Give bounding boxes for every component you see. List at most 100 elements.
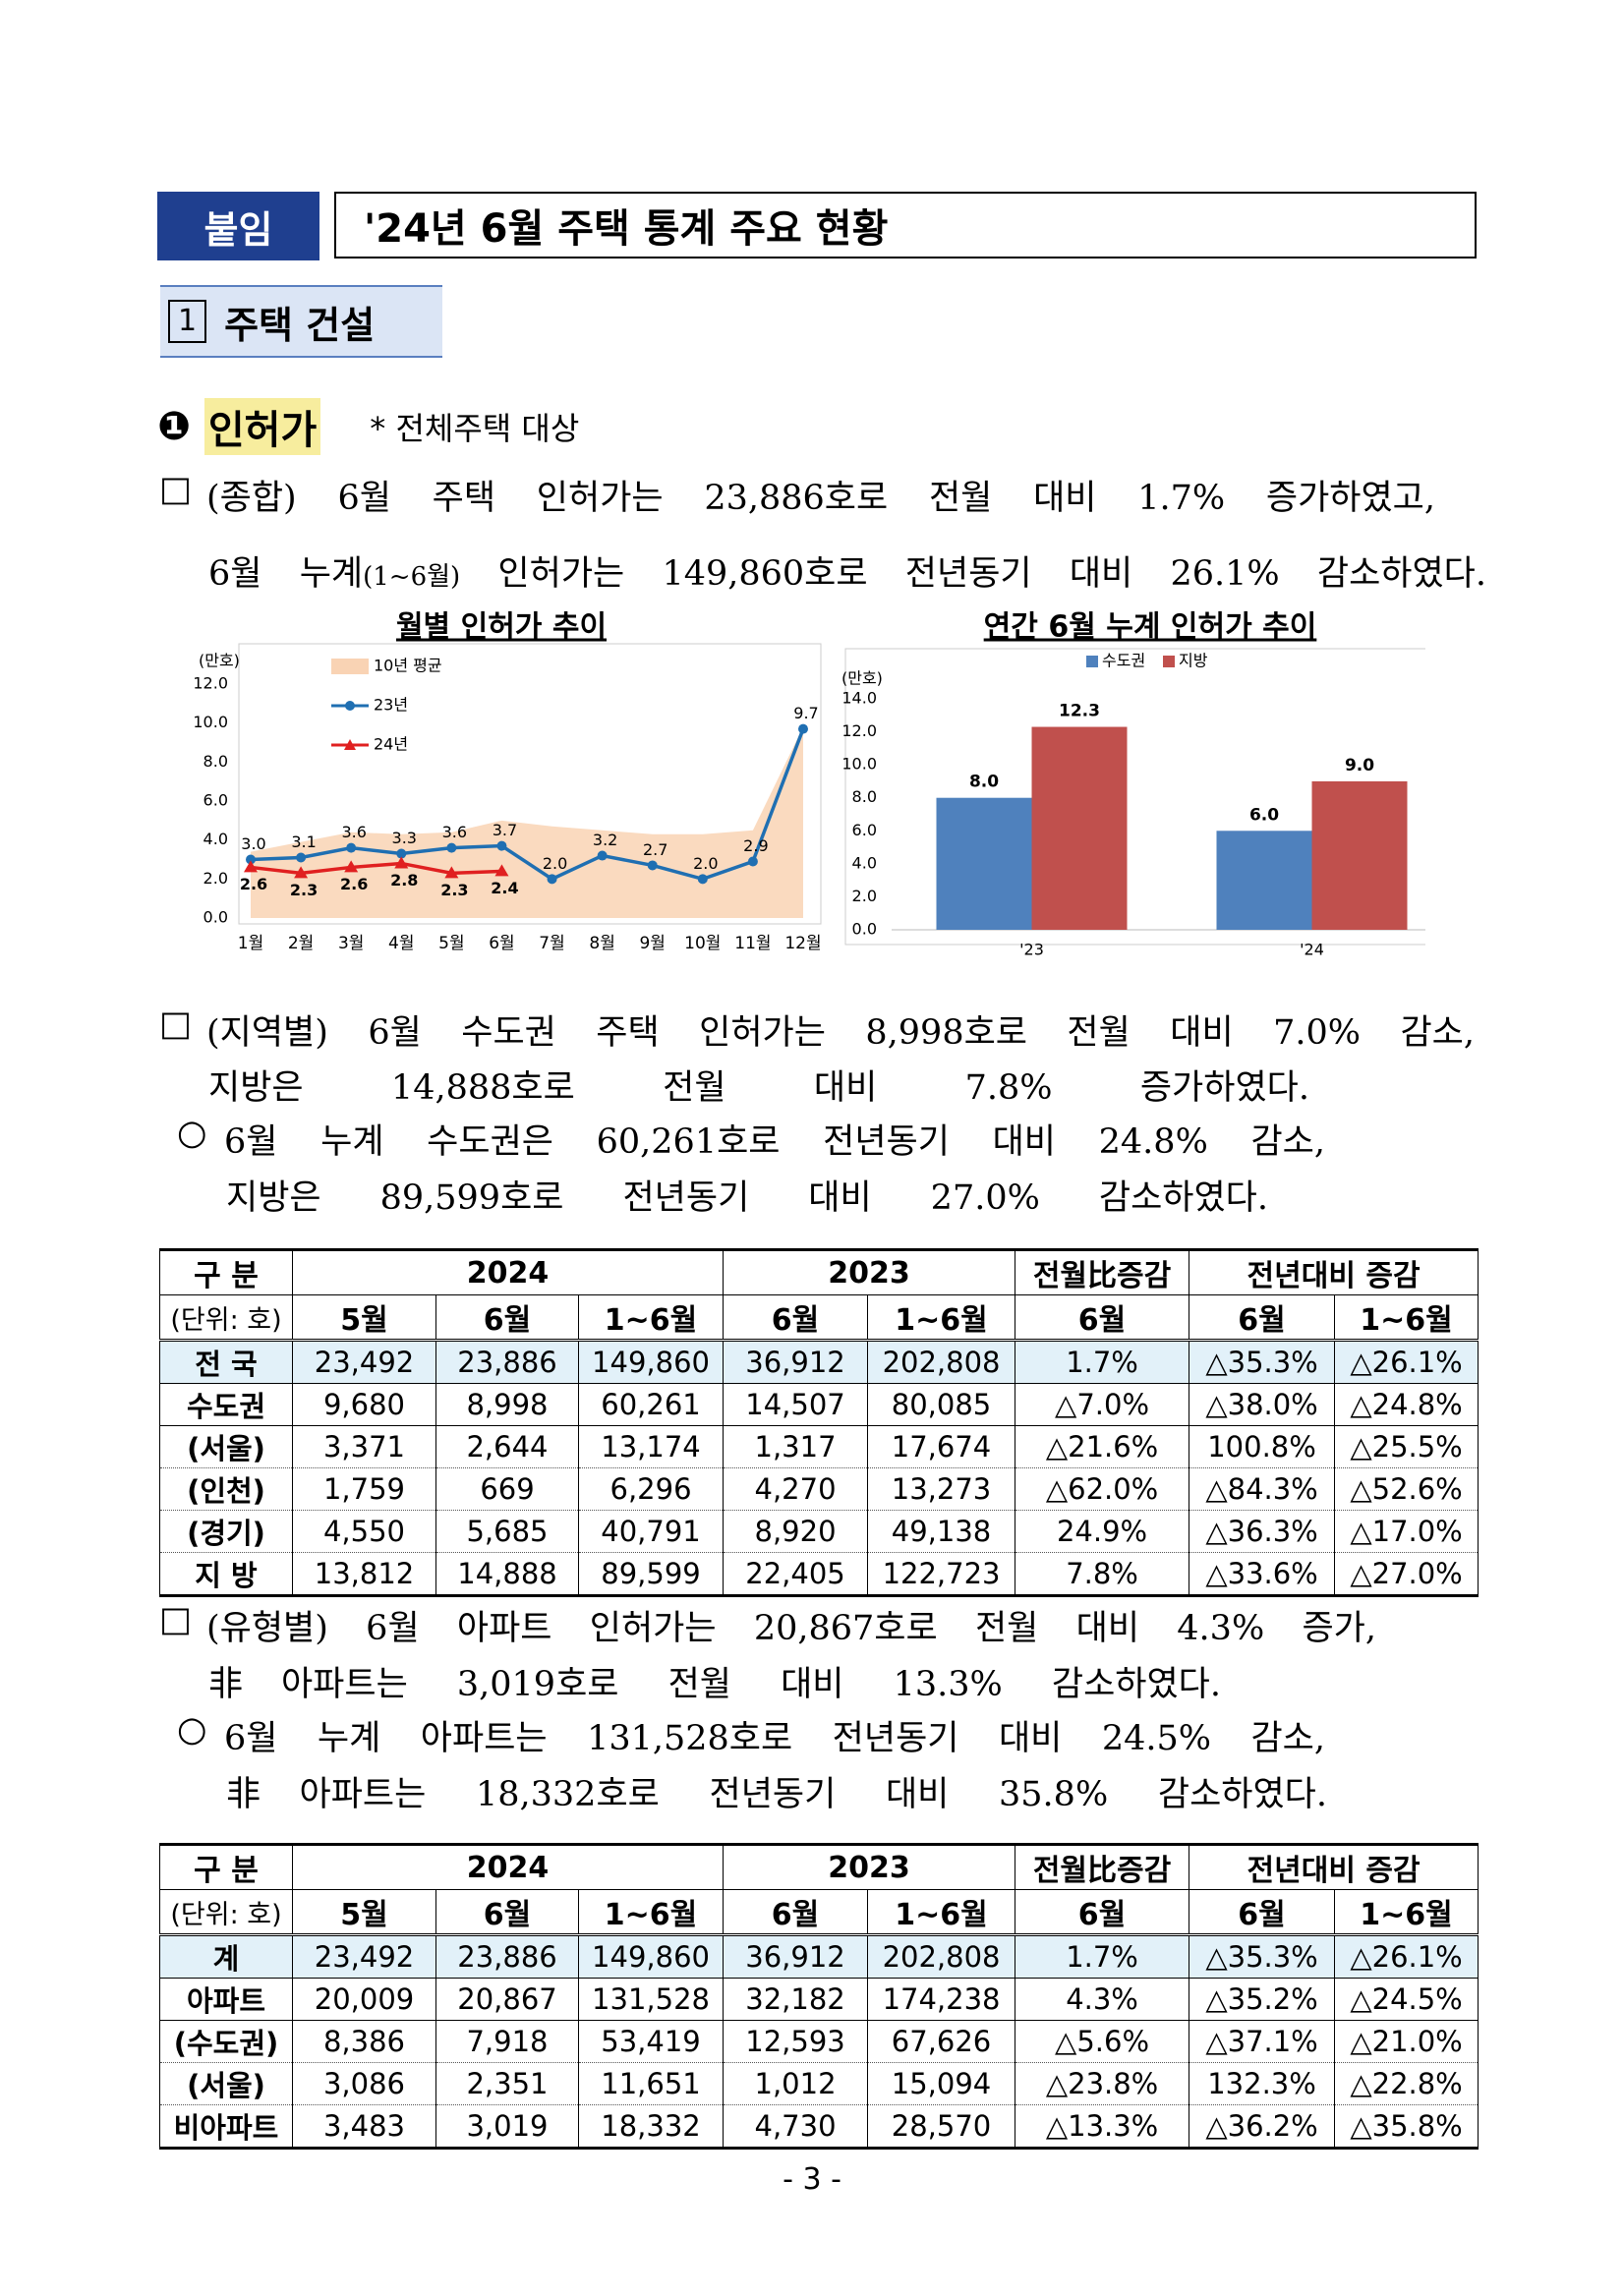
paragraph-marker: □: [159, 1004, 193, 1044]
table-cell: 100.8%: [1189, 1425, 1336, 1468]
table-cell: △37.1%: [1189, 2020, 1336, 2063]
data-label: 3.1: [291, 832, 316, 851]
table-cell: 1,759: [292, 1467, 436, 1511]
y-tick-label: 6.0: [852, 821, 877, 839]
table-cell: 202,808: [867, 1933, 1016, 1979]
table-cell: 8,998: [435, 1383, 579, 1426]
table-cell: (인천): [159, 1467, 293, 1511]
point: [394, 856, 409, 869]
header-cell: 전월比증감: [1015, 1843, 1190, 1890]
point: [444, 866, 459, 879]
point: [798, 723, 808, 734]
paragraph-line: (종합) 6월 주택 인허가는 23,886호로 전월 대비 1.7% 증가하였…: [206, 470, 1435, 520]
table-cell: 4,550: [292, 1510, 436, 1553]
table-cell: △62.0%: [1015, 1467, 1190, 1511]
header-cell: 1~6월: [577, 1294, 725, 1341]
header-cell: 2024: [291, 1843, 725, 1890]
table-cell: △27.0%: [1334, 1552, 1479, 1596]
chart-title: 연간 6월 누계 인허가 추이: [984, 610, 1317, 645]
header-cell: 2024: [291, 1248, 725, 1295]
point: [647, 860, 658, 871]
table-cell: 23,492: [292, 1339, 436, 1384]
y-tick-label: 0.0: [852, 920, 877, 939]
data-label: 3.2: [593, 831, 617, 849]
table-cell: 174,238: [867, 1978, 1016, 2021]
data-label: 6.0: [1249, 805, 1279, 825]
chart-title: 월별 인허가 추이: [396, 610, 607, 645]
axis-unit: (만호): [841, 669, 883, 688]
y-tick-label: 6.0: [203, 791, 228, 810]
paragraph-marker: □: [159, 1600, 193, 1639]
point: [344, 860, 359, 873]
x-tick-label: 4월: [388, 934, 414, 953]
data-label: 12.3: [1059, 702, 1100, 721]
table-cell: 18,332: [577, 2104, 725, 2149]
table-cell: 15,094: [867, 2062, 1016, 2105]
paragraph-marker: □: [159, 470, 193, 509]
table-cell: 8,386: [292, 2020, 436, 2063]
legend-marker: [345, 701, 355, 711]
table-cell: 4,730: [723, 2104, 869, 2149]
table-cell: 아파트: [159, 1978, 293, 2021]
header-row: 구 분 2024 2023 전월比증감 전년대비 증감: [159, 1843, 1479, 1890]
table-cell: 13,812: [292, 1552, 436, 1596]
y-tick-label: 12.0: [841, 721, 877, 740]
header-cell: 6월: [723, 1294, 869, 1341]
header-row: (단위: 호) 5월 6월 1~6월 6월 1~6월 6월 6월 1~6월: [159, 1294, 1479, 1341]
point: [697, 874, 708, 885]
text: 6월 누계 아파트는 131,528호로 전년동기 대비 24.5% 감소,: [224, 1719, 1325, 1758]
legend-label: 24년: [374, 735, 408, 754]
header-cell: 6월: [1015, 1294, 1190, 1341]
data-label: 2.9: [743, 836, 768, 855]
header-cell: (단위: 호): [159, 1294, 293, 1341]
point: [246, 854, 256, 865]
header-row: (단위: 호) 5월 6월 1~6월 6월 1~6월 6월 6월 1~6월: [159, 1889, 1479, 1935]
table-cell: 80,085: [867, 1383, 1016, 1426]
table-cell: 28,570: [867, 2104, 1016, 2149]
table-cell: △35.8%: [1334, 2104, 1479, 2149]
table-cell: 132.3%: [1189, 2062, 1336, 2105]
table-cell: △26.1%: [1334, 1339, 1479, 1384]
header-cell: 5월: [292, 1294, 436, 1341]
table-cell: 49,138: [867, 1510, 1016, 1553]
data-label: 3.7: [493, 821, 517, 839]
data-label: 3.0: [241, 834, 265, 853]
table-cell: 36,912: [723, 1933, 869, 1979]
x-tick-label: 5월: [438, 934, 464, 953]
table-cell: (경기): [159, 1510, 293, 1553]
subsection-title: 인허가: [203, 398, 321, 455]
table-cell: △24.5%: [1334, 1978, 1479, 2021]
table-cell: 17,674: [867, 1425, 1016, 1468]
table-cell: △7.0%: [1015, 1383, 1190, 1426]
table-row: 수도권 9,680 8,998 60,261 14,507 80,085 △7.0% △38.…: [159, 1383, 1479, 1426]
paragraph-line: 6월 누계 수도권은 60,261호로 전년동기 대비 24.8% 감소,: [224, 1114, 1325, 1164]
header-cell: 2023: [723, 1843, 1016, 1890]
subsection-note: * 전체주택 대상: [370, 410, 580, 447]
legend-swatch: [331, 659, 369, 674]
paragraph-line: (유형별) 6월 아파트 인허가는 20,867호로 전월 대비 4.3% 증가…: [206, 1600, 1376, 1650]
point: [294, 866, 309, 879]
legend-label: 지방: [1179, 652, 1208, 670]
table-cell: 202,808: [867, 1339, 1016, 1384]
header-cell: 6월: [1015, 1889, 1190, 1935]
line: [250, 727, 805, 882]
header-cell: 6월: [723, 1889, 869, 1935]
header-cell: 전년대비 증감: [1189, 1843, 1479, 1890]
table-cell: (수도권): [159, 2020, 293, 2063]
table-cell: △36.3%: [1189, 1510, 1336, 1553]
header-cell: 구 분: [159, 1843, 293, 1890]
data-label: 2.6: [240, 875, 267, 893]
table-cell: 5,685: [435, 1510, 579, 1553]
x-tick-label: 11월: [734, 934, 771, 953]
table-header: 구 분 2024 2023 전월比증감 전년대비 증감 (단위: 호) 5월 6월 1~6월 6월…: [159, 1248, 1479, 1341]
text: 非아파트는 18,332호로 전년동기 대비 35.8% 감소하였다.: [226, 1775, 1327, 1814]
y-tick-label: 10.0: [841, 755, 877, 774]
table-cell: 6,296: [577, 1467, 725, 1511]
table-cell: 수도권: [159, 1383, 293, 1426]
table-cell: △84.3%: [1189, 1467, 1336, 1511]
paragraph-line: 6월 누계 아파트는 131,528호로 전년동기 대비 24.5% 감소,: [224, 1710, 1325, 1760]
area: [251, 726, 803, 918]
page-title: '24년 6월 주택 통계 주요 현황: [334, 192, 1477, 258]
data-label: 8.0: [969, 773, 999, 792]
